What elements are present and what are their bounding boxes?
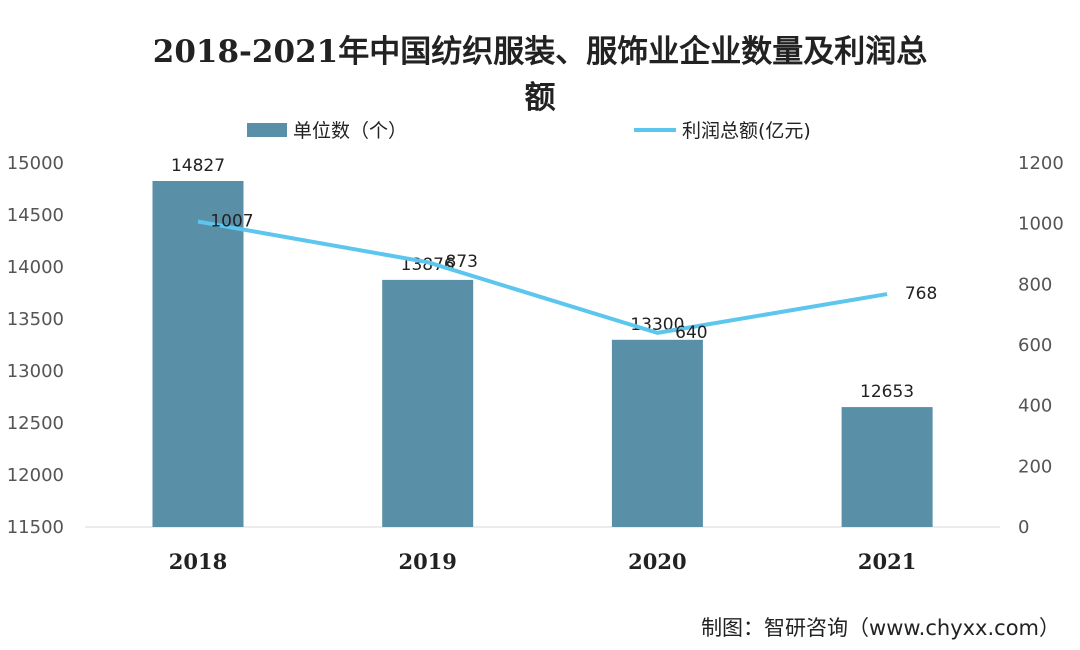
right-axis-tick: 1200 — [1018, 153, 1064, 174]
x-axis-tick: 2018 — [169, 549, 227, 574]
left-axis-tick: 12000 — [7, 465, 64, 486]
legend-item-units: 单位数（个） — [247, 116, 407, 143]
chart-title: 2018-2021年中国纺织服装、服饰业企业数量及利润总 — [152, 34, 928, 70]
x-axis-tick: 2019 — [398, 549, 456, 574]
right-axis-tick: 400 — [1018, 396, 1052, 417]
right-axis-tick: 1000 — [1018, 214, 1064, 235]
chart-title-continued: 额 — [524, 80, 556, 116]
left-axis-tick: 12500 — [7, 413, 64, 434]
bar-2021 — [841, 407, 933, 527]
bar-2018 — [152, 180, 244, 527]
left-axis-tick: 13000 — [7, 361, 64, 382]
bar-data-label: 12653 — [860, 382, 914, 402]
line-data-label: 640 — [675, 323, 707, 343]
legend-label-units: 单位数（个） — [293, 120, 408, 142]
left-axis-tick: 14000 — [7, 257, 64, 278]
profit-line — [197, 219, 888, 335]
line-data-label: 768 — [905, 284, 937, 304]
left-axis-tick: 14500 — [7, 205, 64, 226]
left-axis-tick: 13500 — [7, 309, 64, 330]
line-data-label: 873 — [445, 252, 477, 272]
line-data-label: 1007 — [210, 212, 253, 232]
right-axis-tick: 200 — [1018, 456, 1052, 477]
bar-data-label: 14827 — [171, 156, 225, 176]
bar-2019 — [382, 279, 474, 527]
left-axis-tick: 15000 — [7, 153, 64, 174]
legend-line-swatch — [634, 127, 676, 132]
right-axis-tick: 0 — [1018, 517, 1029, 538]
x-axis-tick: 2021 — [858, 549, 916, 574]
legend-bar-swatch — [247, 122, 287, 137]
left-axis-tick: 11500 — [7, 517, 64, 538]
x-axis-tick: 2020 — [628, 549, 686, 574]
legend-item-profit: 利润总额(亿元) — [634, 116, 811, 143]
source-footer: 制图：智研咨询（www.chyxx.com） — [701, 616, 1060, 640]
right-axis-tick: 800 — [1018, 274, 1052, 295]
right-axis-tick: 600 — [1018, 335, 1052, 356]
bar-2020 — [611, 339, 703, 527]
legend-label-profit: 利润总额(亿元) — [682, 120, 811, 142]
